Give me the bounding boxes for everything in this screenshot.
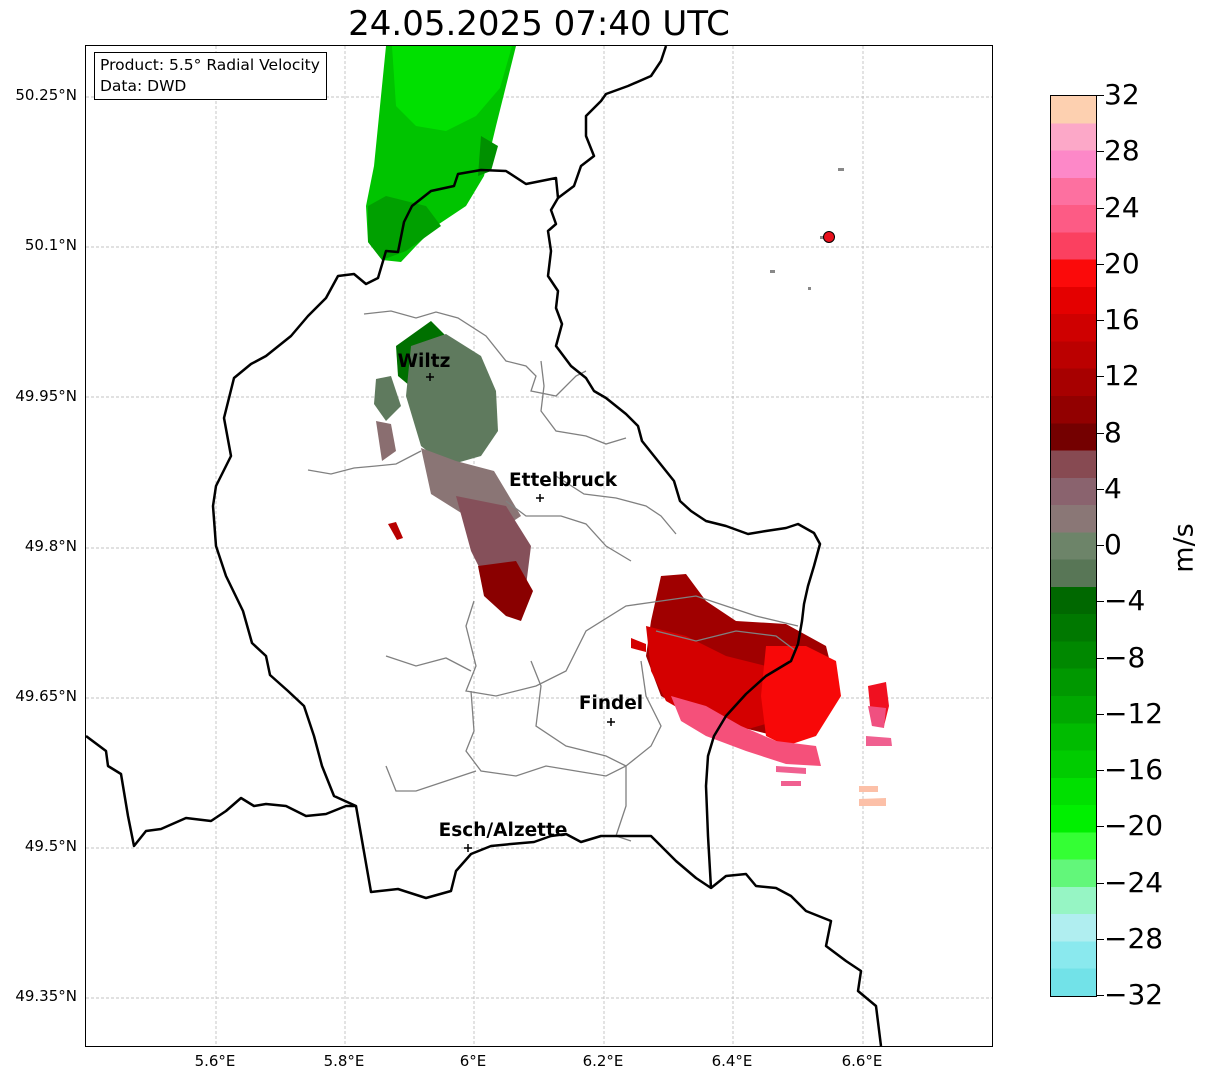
lat-label: 49.65°N: [15, 687, 77, 705]
map-plot-area[interactable]: [85, 45, 993, 1047]
lon-label: 5.6°E: [194, 1052, 236, 1070]
echo-se-peach: [859, 786, 886, 806]
city-marker-esch: [464, 844, 472, 852]
echo-wiltz-west-green: [374, 376, 401, 421]
border-west: [86, 735, 356, 848]
echo-north-green-light: [392, 46, 512, 131]
luxembourg-border: [211, 168, 822, 900]
radar-echoes: [366, 46, 892, 806]
colorbar-tick-label: −32: [1104, 978, 1164, 1011]
lat-label: 49.8°N: [24, 537, 77, 555]
echo-north-green-dark: [368, 196, 441, 260]
germany-border-north: [557, 46, 668, 199]
city-markers: [426, 373, 615, 852]
city-label-wiltz: Wiltz: [397, 351, 451, 372]
colorbar-tick-label: 24: [1104, 191, 1140, 224]
echo-speckle: [838, 168, 844, 171]
colorbar-tick-label: 32: [1104, 78, 1140, 111]
echo-se-east-pink: [868, 706, 886, 728]
colorbar-tick: [1096, 545, 1104, 546]
colorbar-tick-label: 4: [1104, 472, 1122, 505]
colorbar-tick-label: −24: [1104, 866, 1164, 899]
colorbar-tick: [1096, 489, 1104, 490]
lat-label: 49.95°N: [15, 387, 77, 405]
info-box: Product: 5.5° Radial Velocity Data: DWD: [94, 52, 327, 100]
colorbar-tick: [1096, 826, 1104, 827]
echo-se-pink: [671, 696, 821, 766]
colorbar-tick-label: 28: [1104, 134, 1140, 167]
echo-north-green-right: [478, 136, 498, 176]
colorbar-tick: [1096, 770, 1104, 771]
colorbar-tick: [1096, 883, 1104, 884]
colorbar-tick-label: −8: [1104, 641, 1146, 674]
colorbar-tick: [1096, 95, 1104, 96]
lon-label: 6.2°E: [582, 1052, 624, 1070]
canton-borders: [307, 310, 799, 842]
colorbar-tick-label: 16: [1104, 303, 1140, 336]
lon-label: 5.8°E: [323, 1052, 365, 1070]
colorbar-tick-label: 0: [1104, 528, 1122, 561]
colorbar-tick: [1096, 939, 1104, 940]
city-marker-ettelbruck: [536, 494, 544, 502]
city-label-findel: Findel: [578, 693, 644, 714]
colorbar-unit: m/s: [1168, 523, 1200, 573]
echo-wiltz-green-grey: [406, 334, 498, 466]
colorbar-tick-label: −28: [1104, 922, 1164, 955]
echo-speckle: [820, 236, 824, 239]
city-label-esch: Esch/Alzette: [438, 820, 568, 841]
city-label-ettelbruck: Ettelbruck: [508, 470, 618, 491]
colorbar-tick-label: −20: [1104, 809, 1164, 842]
colorbar-tick: [1096, 376, 1104, 377]
map-title: 24.05.2025 07:40 UTC: [348, 4, 730, 44]
colorbar-tick-label: 12: [1104, 359, 1140, 392]
radar-site-marker[interactable]: [823, 231, 835, 243]
colorbar-tick-label: −16: [1104, 753, 1164, 786]
gridlines: [86, 46, 992, 1046]
border-southeast: [710, 872, 883, 1046]
lon-label: 6.6°E: [841, 1052, 883, 1070]
lat-label: 50.25°N: [15, 86, 77, 104]
colorbar-tick: [1096, 995, 1104, 996]
colorbar-tick: [1096, 601, 1104, 602]
product-label: Product: 5.5° Radial Velocity: [100, 56, 320, 74]
lat-label: 49.35°N: [15, 987, 77, 1005]
echo-speckle: [808, 287, 811, 290]
lat-label: 49.5°N: [24, 837, 77, 855]
lat-label: 50.1°N: [24, 236, 77, 254]
map-canvas: [86, 46, 992, 1046]
lon-label: 6°E: [459, 1052, 487, 1070]
colorbar-tick-label: −4: [1104, 584, 1146, 617]
echo-wiltz-west-brown: [376, 421, 396, 461]
echo-ettelbruck-darkred: [478, 561, 533, 621]
colorbar-tick: [1096, 264, 1104, 265]
colorbar-tick: [1096, 151, 1104, 152]
echo-se-west-streak: [631, 638, 646, 652]
colorbar-tick: [1096, 433, 1104, 434]
colorbar-tick-label: −12: [1104, 697, 1164, 730]
city-marker-findel: [607, 718, 615, 726]
city-marker-wiltz: [426, 373, 434, 381]
echo-small-red: [388, 522, 403, 540]
colorbar-tick-label: 8: [1104, 416, 1122, 449]
echo-se-pink-dots: [776, 736, 892, 786]
echo-se-brightred: [761, 646, 841, 746]
colorbar-tick-label: 20: [1104, 247, 1140, 280]
lon-label: 6.4°E: [711, 1052, 753, 1070]
colorbar-tick: [1096, 658, 1104, 659]
data-source-label: Data: DWD: [100, 77, 187, 95]
colorbar: [1050, 95, 1097, 997]
country-borders: [86, 46, 883, 1046]
echo-speckle: [770, 270, 775, 273]
colorbar-tick: [1096, 208, 1104, 209]
colorbar-tick: [1096, 320, 1104, 321]
colorbar-tick: [1096, 714, 1104, 715]
